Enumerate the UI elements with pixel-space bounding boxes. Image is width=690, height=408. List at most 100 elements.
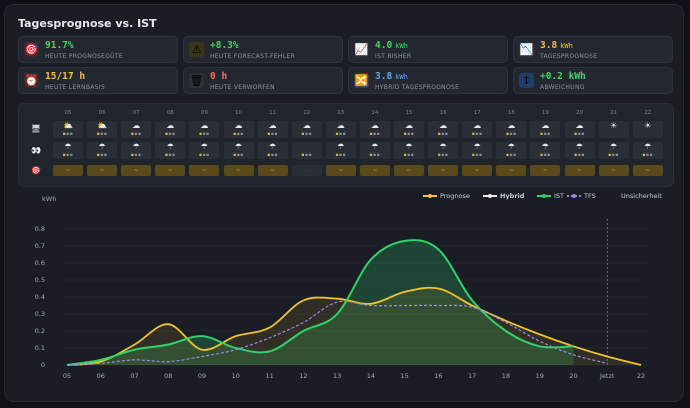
weather-cell: ☂ ▪▪▪ (87, 142, 118, 159)
umbrella-icon: ☂ (439, 142, 447, 151)
weather-cell: ☁ ▪▪▪ (530, 121, 561, 138)
alarm-clock-icon: ⏰ (24, 73, 39, 88)
kpi-label: TAGESPROGNOSE (540, 53, 598, 60)
cloud-icon: ☁ (541, 121, 550, 130)
weather-cell: ☁ ▪▪▪ (257, 121, 288, 138)
x-tick-label: 19 (536, 372, 544, 380)
cloud-icon: ☁ (132, 121, 141, 130)
hour-label: 05 (64, 110, 72, 116)
hour-label: 22 (644, 110, 652, 116)
hour-label: 15 (405, 110, 413, 116)
hour-label: 13 (337, 110, 345, 116)
umbrella-icon: ☂ (200, 142, 208, 151)
condition-dots: ▪▪▪ (335, 153, 347, 158)
legend-item[interactable]: Prognose (423, 192, 470, 200)
umbrella-icon: ☂ (132, 142, 140, 151)
kpi-tile: 📉 3.8 kWh TAGESPROGNOSE (513, 36, 673, 63)
weather-cell: ☂ ▪▪▪ (394, 142, 424, 159)
y-tick-label: 0.7 (35, 242, 45, 250)
hour-label: 16 (439, 110, 447, 116)
hour-label: 08 (166, 110, 174, 116)
kpi-value: 3.8 kWh (375, 71, 408, 82)
legend-swatch (537, 194, 551, 198)
weather-cell: ⛅ ▪▪▪ (87, 121, 118, 138)
x-tick-label: 22 (637, 372, 645, 380)
accuracy-pill: ~ (53, 165, 83, 176)
y-tick-label: 0.1 (35, 344, 45, 352)
condition-dots: ▪▪▪ (199, 132, 210, 137)
legend-item[interactable]: IST (537, 192, 564, 200)
hourly-weather-grid: 🖥 👀 🎯 05 ⛅ ▪▪▪ ☂ ▪▪▪ ~06 ⛅ ▪▪▪ ☂ ▪▪▪ ~07 ☁ ▪▪▪ ☂ ▪▪▪ ~08 ☁ ▪… (18, 103, 674, 187)
hour-label: 18 (507, 110, 515, 116)
legend-item[interactable]: Unsicherheit (621, 192, 662, 200)
accuracy-pill: ~ (223, 165, 254, 176)
umbrella-icon: ☂ (234, 142, 243, 151)
condition-dots: ▪▪▪ (369, 153, 381, 158)
umbrella-icon: ☂ (269, 142, 277, 151)
kpi-tile: 🗑 0 h HEUTE VERWORFEN (183, 67, 343, 94)
x-tick-label: 15 (401, 372, 409, 380)
legend-item[interactable]: TFS (567, 192, 596, 200)
condition-dots: ▪▪▪ (403, 132, 415, 137)
kpi-value: +8.3% (210, 40, 239, 51)
accuracy-pill: ~ (428, 165, 459, 176)
hour-label: 14 (371, 110, 379, 116)
shuffle-icon: 🔀 (354, 73, 369, 88)
kpi-value: +0.2 kWh (540, 71, 586, 82)
condition-dots: ▪▪▪ (62, 153, 74, 158)
x-tick-label: 12 (299, 372, 307, 380)
weather-cell: ☂ ▪▪▪ (564, 142, 595, 159)
condition-dots: ▪▪▪ (540, 132, 551, 137)
legend-item[interactable]: Hybrid (483, 192, 524, 200)
condition-dots: ▪▪▪ (471, 153, 483, 158)
x-tick-label: 20 (569, 372, 577, 380)
weather-cell: ☁ ▪▪▪ (462, 121, 493, 138)
condition-dots: ▪▪▪ (471, 132, 483, 137)
cloud-icon: ☁ (405, 121, 413, 130)
kpi-value: 0 h (210, 71, 228, 82)
weather-cell: ☁ ▪▪▪ (291, 121, 322, 138)
x-tick-label: 06 (97, 372, 105, 380)
cloud-icon: ☁ (473, 121, 482, 130)
cloud-icon: ⛅ (63, 121, 73, 130)
weather-cell: ☂ ▪▪▪ (462, 142, 493, 159)
row-icon-eyes: 👀 (31, 146, 41, 155)
x-tick-label: 17 (468, 372, 476, 380)
accuracy-pill: ~ (87, 165, 118, 176)
weather-cell: ☀ (598, 121, 629, 138)
condition-dots: ▪▪▪ (301, 153, 313, 158)
weather-cell: ☂ ▪▪▪ (530, 142, 561, 159)
x-tick-label: 11 (265, 372, 273, 380)
hour-label: 21 (610, 110, 618, 116)
chart-down-icon: 📉 (519, 42, 534, 57)
series-line-ist (66, 239, 574, 366)
kpi-label: HEUTE FORECAST-FEHLER (210, 53, 295, 60)
kpi-tile: ⚠ +8.3% HEUTE FORECAST-FEHLER (183, 36, 343, 63)
weather-cell: ☂ ▪▪▪ (53, 142, 83, 159)
kpi-tile: 🎯 91.7% HEUTE PROGNOSEGÜTE (18, 36, 178, 63)
forecast-card: Tagesprognose vs. IST 🎯 91.7% HEUTE PROGNO… (4, 4, 684, 402)
hour-label: 09 (200, 110, 208, 116)
condition-dots: ▪▪▪ (574, 132, 585, 137)
kpi-value: 4.0 kWh (375, 40, 408, 51)
condition-dots: ▪▪▪ (233, 153, 244, 158)
cloud-icon: ☁ (370, 121, 379, 130)
y-tick-label: 0.2 (35, 327, 45, 335)
hour-label: 19 (541, 110, 549, 116)
weather-cell: ☁ ▪▪▪ (359, 121, 390, 138)
x-tick-label: 07 (130, 372, 138, 380)
kpi-value: 3.8 kWh (540, 40, 573, 51)
weather-cell: ☂ ▪▪▪ (155, 142, 186, 159)
condition-dots: ▪▪▪ (369, 132, 381, 137)
condition-dots: ▪▪▪ (199, 153, 210, 158)
cloud-icon: ☁ (166, 121, 175, 130)
umbrella-icon: ☂ (644, 142, 652, 151)
series-line-prognose (66, 286, 642, 366)
condition-dots: ▪▪▪ (233, 132, 244, 137)
x-tick-label: 05 (63, 372, 71, 380)
kpi-tile: 📈 4.0 kWh IST BISHER (348, 36, 508, 63)
hour-label: 10 (235, 110, 242, 116)
accuracy-pill: ~ (564, 165, 595, 176)
condition-dots: ▪▪▪ (130, 153, 142, 158)
weather-cell: ☁ ▪▪▪ (155, 121, 186, 138)
